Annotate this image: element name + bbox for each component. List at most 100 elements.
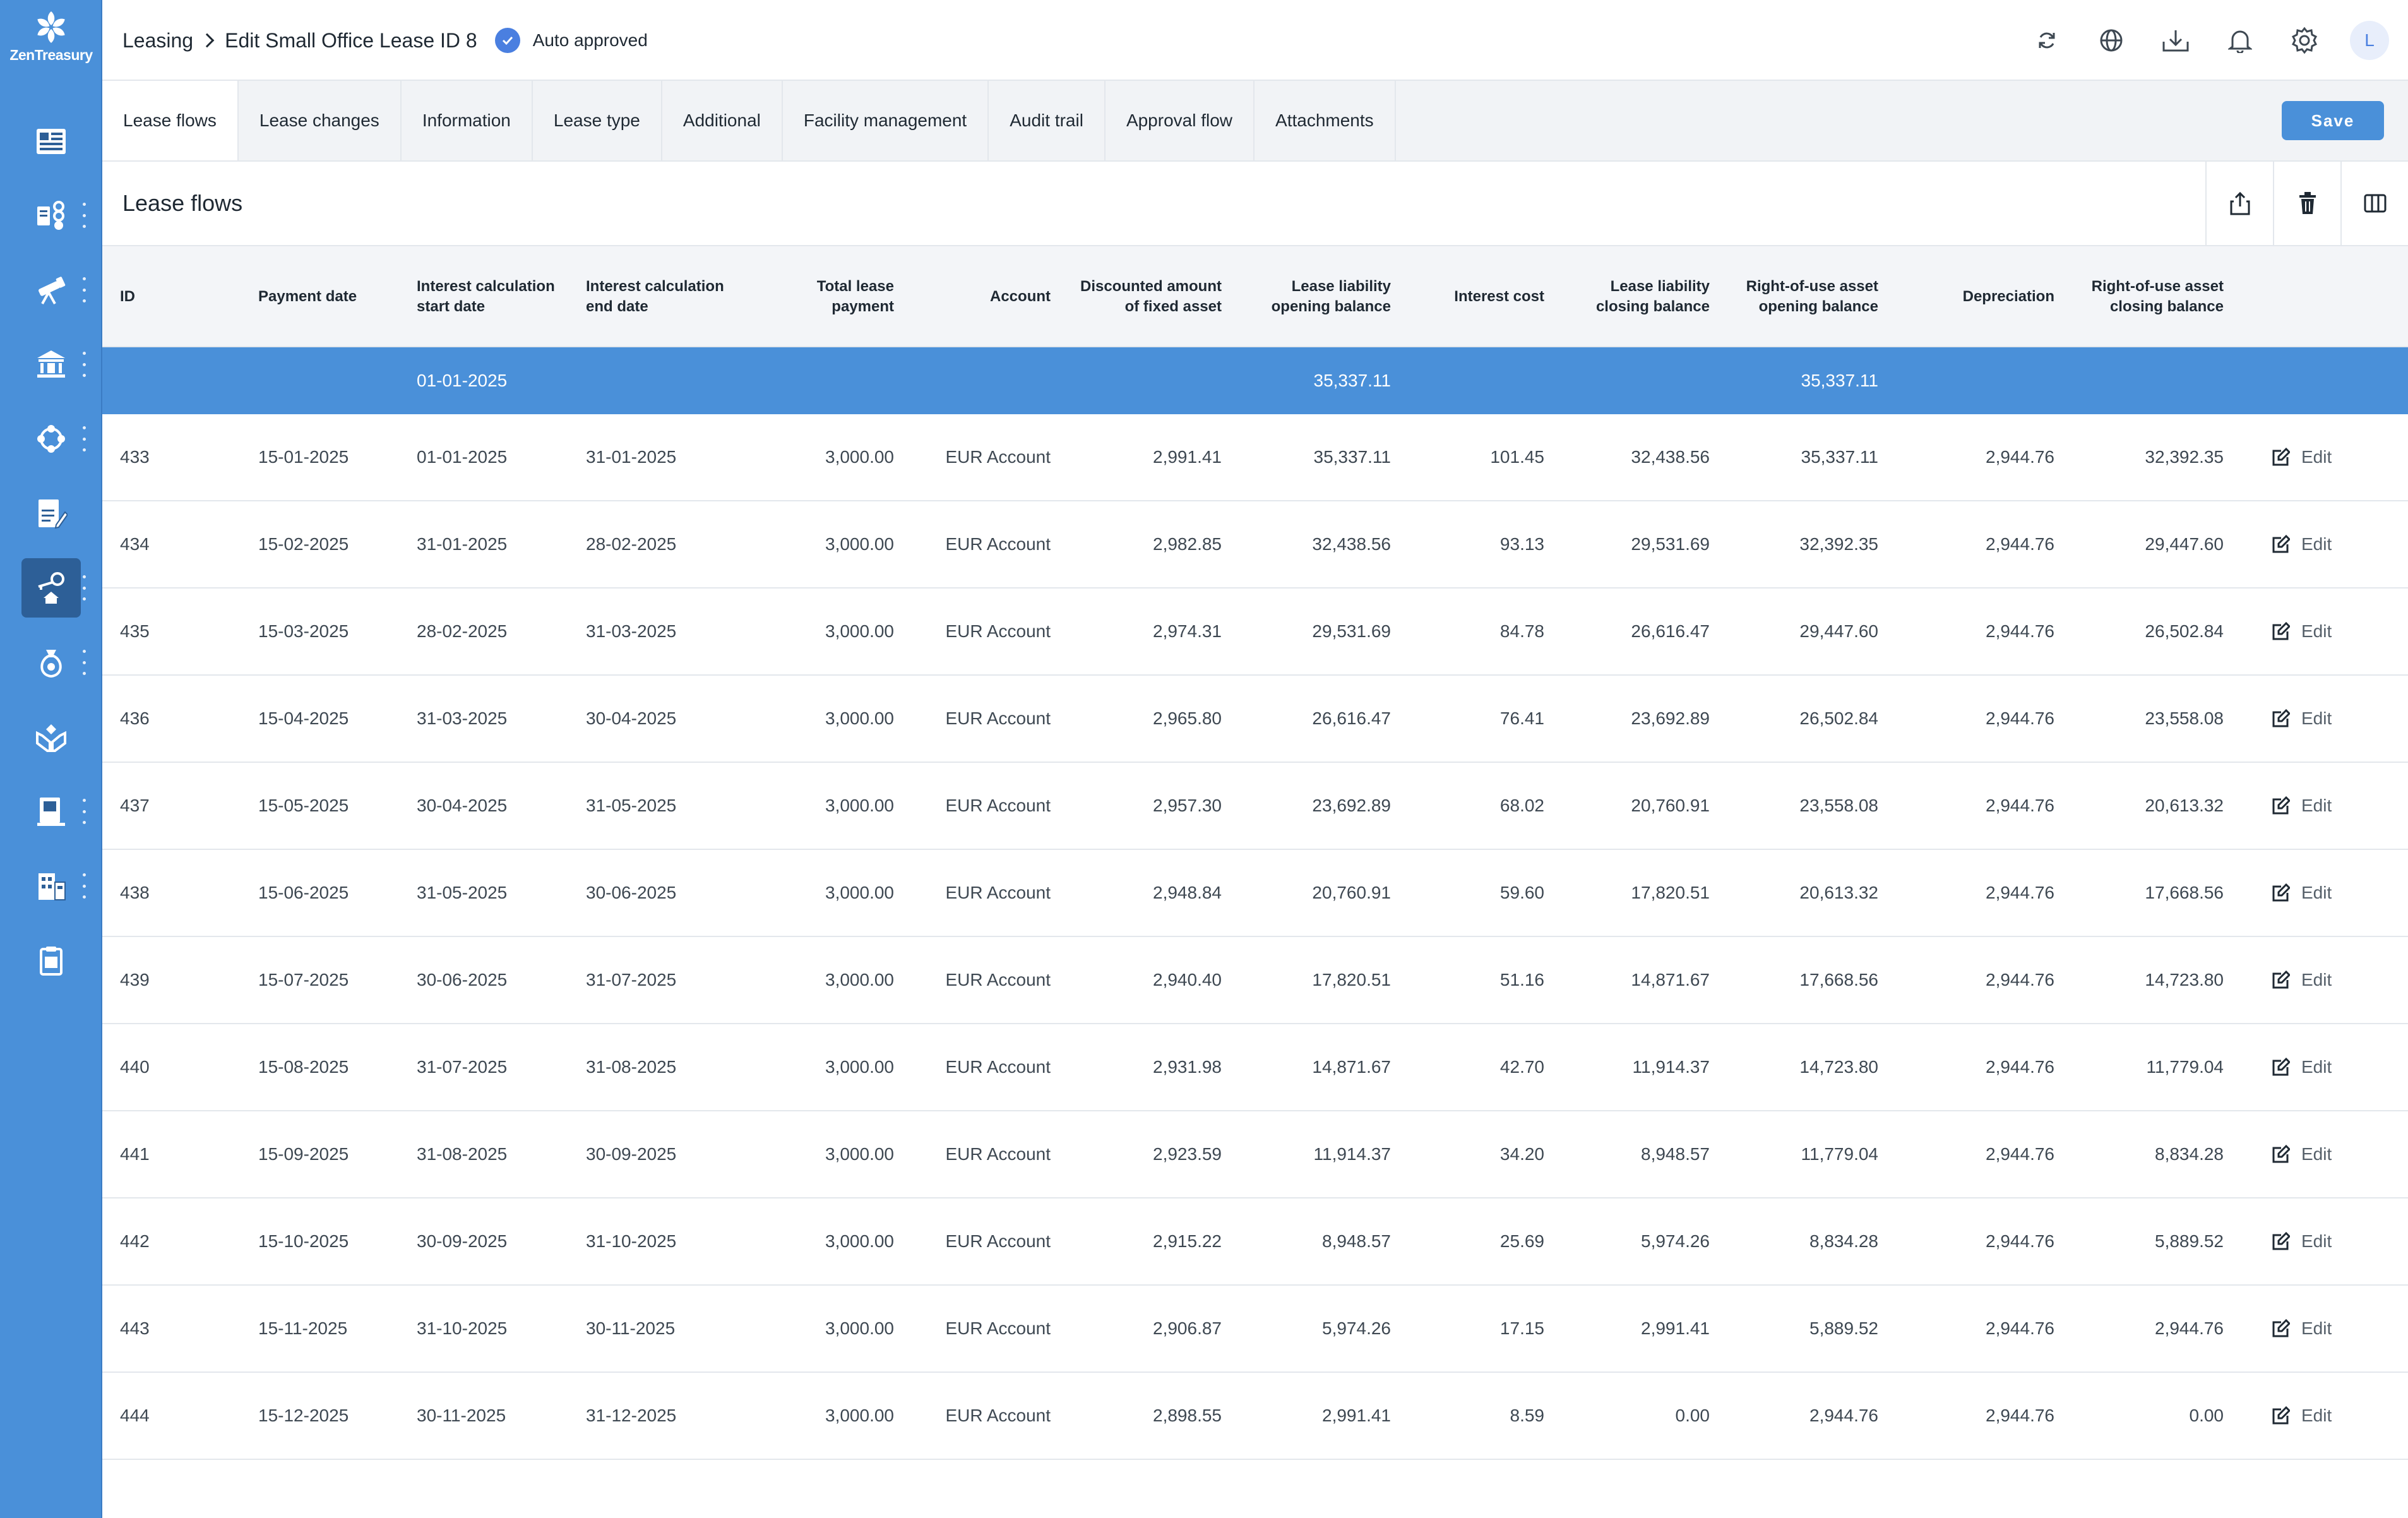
table-header: ID Payment date Interest calculation sta… <box>102 246 2408 347</box>
cell-account: EUR Account <box>945 708 1051 728</box>
cell-interest-end: 28-02-2025 <box>586 534 677 554</box>
edit-label: Edit <box>2301 1231 2332 1251</box>
table-row: 440 15-08-2025 31-07-2025 31-08-2025 3,0… <box>102 1024 2408 1111</box>
tab-lease-type[interactable]: Lease type <box>533 81 662 160</box>
col-rou-closing[interactable]: Right-of-use asset closing balance <box>2091 278 2224 315</box>
col-discounted-amount[interactable]: Discounted amount of fixed asset <box>1080 278 1222 315</box>
sidebar-item-payments[interactable] <box>21 409 81 469</box>
sidebar-more-entities[interactable] <box>80 873 88 899</box>
cell-ll-opening: 35,337.11 <box>1313 447 1392 467</box>
chevron-right-icon <box>200 33 215 48</box>
avatar[interactable]: L <box>2350 21 2389 60</box>
col-total-lease-payment[interactable]: Total lease payment <box>816 278 894 315</box>
sidebar-item-tasks[interactable] <box>21 931 81 990</box>
edit-button[interactable]: Edit <box>2271 1144 2332 1164</box>
edit-button[interactable]: Edit <box>2271 1318 2332 1339</box>
edit-button[interactable]: Edit <box>2271 708 2332 729</box>
col-ll-closing[interactable]: Lease liability closing balance <box>1595 278 1710 315</box>
cell-account: EUR Account <box>945 796 1051 815</box>
col-interest-end[interactable]: Interest calculation end date <box>586 278 724 315</box>
cell-rou-closing: 26,502.84 <box>2145 621 2224 641</box>
col-ll-opening[interactable]: Lease liability opening balance <box>1271 278 1391 315</box>
sidebar-more-leasing[interactable] <box>80 575 88 601</box>
sidebar-item-reports[interactable] <box>21 782 81 841</box>
col-payment-date[interactable]: Payment date <box>258 288 357 305</box>
cell-id: 441 <box>120 1144 150 1164</box>
cell-depreciation: 2,944.76 <box>1986 970 2054 989</box>
sidebar-more-banking[interactable] <box>80 352 88 377</box>
opening-start-date: 01-01-2025 <box>417 371 508 390</box>
edit-button[interactable]: Edit <box>2271 970 2332 990</box>
cell-ll-closing: 11,914.37 <box>1632 1057 1710 1077</box>
col-depreciation[interactable]: Depreciation <box>1962 288 2054 305</box>
tab-lease-changes[interactable]: Lease changes <box>239 81 402 160</box>
delete-button[interactable] <box>2273 162 2340 245</box>
tab-attachments[interactable]: Attachments <box>1255 81 1396 160</box>
tab-information[interactable]: Information <box>402 81 533 160</box>
cell-actions: Edit <box>2271 1286 2372 1372</box>
table-row: 444 15-12-2025 30-11-2025 31-12-2025 3,0… <box>102 1373 2408 1460</box>
gear-icon[interactable] <box>2286 21 2323 59</box>
download-icon[interactable] <box>2157 21 2195 59</box>
sidebar-item-dashboard[interactable] <box>21 112 81 171</box>
table-row: 441 15-09-2025 31-08-2025 30-09-2025 3,0… <box>102 1111 2408 1198</box>
table-row: 442 15-10-2025 30-09-2025 31-10-2025 3,0… <box>102 1198 2408 1286</box>
logo[interactable]: ZenTreasury <box>0 6 102 76</box>
columns-button[interactable] <box>2340 162 2408 245</box>
tab-audit-trail[interactable]: Audit trail <box>989 81 1106 160</box>
edit-button[interactable]: Edit <box>2271 621 2332 642</box>
status-label: Auto approved <box>532 30 648 50</box>
cell-payment-date: 15-11-2025 <box>258 1318 348 1338</box>
cell-ll-opening: 14,871.67 <box>1312 1057 1391 1077</box>
cell-interest-end: 30-09-2025 <box>586 1144 677 1164</box>
sidebar-item-investments[interactable] <box>21 633 81 692</box>
edit-button[interactable]: Edit <box>2271 447 2332 467</box>
edit-button[interactable]: Edit <box>2271 1057 2332 1077</box>
tab-facility-management[interactable]: Facility management <box>783 81 989 160</box>
edit-button[interactable]: Edit <box>2271 1231 2332 1252</box>
sidebar-more-investments[interactable] <box>80 650 88 675</box>
tab-approval-flow[interactable]: Approval flow <box>1106 81 1255 160</box>
sidebar-item-accounting[interactable] <box>21 484 81 543</box>
cell-account: EUR Account <box>945 1144 1051 1164</box>
tab-lease-flows[interactable]: Lease flows <box>102 81 239 160</box>
table-row: 435 15-03-2025 28-02-2025 31-03-2025 3,0… <box>102 589 2408 676</box>
col-rou-opening[interactable]: Right-of-use asset opening balance <box>1746 278 1878 315</box>
cell-total-lease-payment: 3,000.00 <box>825 621 894 641</box>
sidebar-item-forecast[interactable] <box>21 260 81 320</box>
tab-additional[interactable]: Additional <box>662 81 783 160</box>
col-account[interactable]: Account <box>990 288 1051 305</box>
cell-actions: Edit <box>2271 1373 2372 1459</box>
cell-interest-end: 31-10-2025 <box>586 1231 677 1251</box>
edit-icon <box>2272 622 2290 640</box>
edit-icon <box>2272 883 2290 902</box>
sidebar-more-reports[interactable] <box>80 799 88 824</box>
sidebar-item-entities[interactable] <box>21 856 81 916</box>
globe-icon[interactable] <box>2092 21 2130 59</box>
col-id[interactable]: ID <box>120 288 135 305</box>
edit-button[interactable]: Edit <box>2271 534 2332 554</box>
sidebar-more-payments[interactable] <box>80 426 88 451</box>
edit-button[interactable]: Edit <box>2271 796 2332 816</box>
sidebar-item-guarantees[interactable] <box>21 707 81 767</box>
sidebar-more-cashflow[interactable] <box>80 203 88 228</box>
top-actions: L <box>2001 21 2389 60</box>
col-interest-cost[interactable]: Interest cost <box>1454 288 1544 305</box>
cell-rou-closing: 8,834.28 <box>2155 1144 2224 1164</box>
sidebar-item-banking[interactable] <box>21 335 81 394</box>
export-button[interactable] <box>2205 162 2273 245</box>
breadcrumb-leasing[interactable]: Leasing <box>122 28 194 52</box>
bell-icon[interactable] <box>2221 21 2259 59</box>
edit-label: Edit <box>2301 1057 2332 1077</box>
refresh-icon[interactable] <box>2028 21 2066 59</box>
sidebar-item-cashflow[interactable] <box>21 186 81 245</box>
edit-button[interactable]: Edit <box>2271 1406 2332 1426</box>
document-edit-icon <box>39 499 68 529</box>
cell-payment-date: 15-01-2025 <box>258 447 349 467</box>
edit-button[interactable]: Edit <box>2271 883 2332 903</box>
save-button[interactable]: Save <box>2282 101 2384 140</box>
col-interest-start[interactable]: Interest calculation start date <box>417 278 555 315</box>
sidebar-more-forecast[interactable] <box>80 277 88 302</box>
sidebar-item-leasing[interactable] <box>21 558 81 618</box>
